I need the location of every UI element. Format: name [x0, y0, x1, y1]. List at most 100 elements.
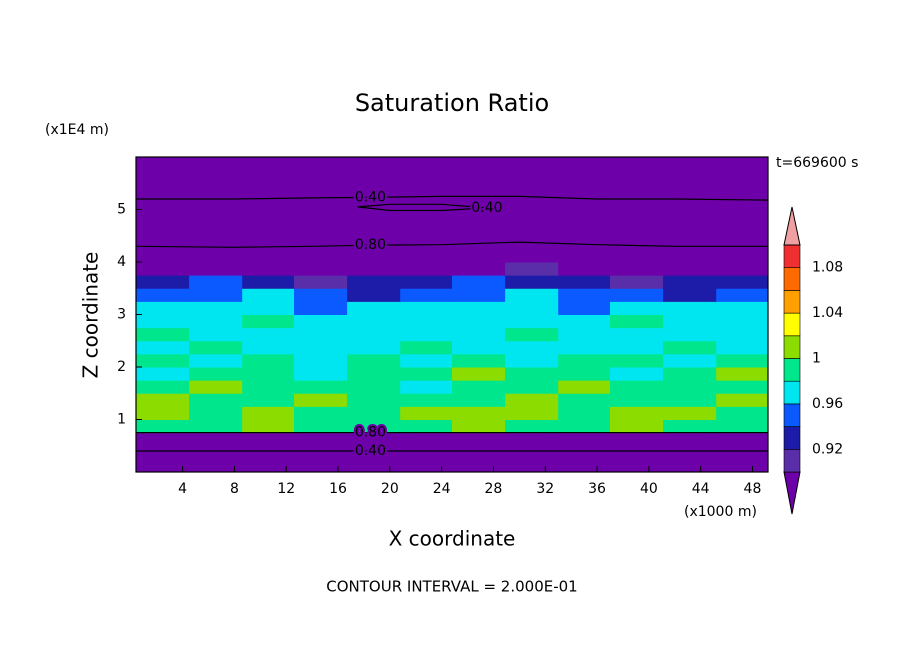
colorbar-label: 1.04	[812, 305, 843, 321]
field-cell	[294, 209, 348, 224]
field-cell	[505, 183, 559, 197]
contour-line	[357, 203, 488, 212]
field-cell	[347, 288, 401, 302]
field-cell	[716, 353, 769, 368]
field-cell	[136, 458, 190, 473]
x-unit: (x1000 m)	[684, 504, 757, 520]
field-cell	[452, 406, 506, 420]
field-cell	[663, 419, 717, 434]
colorbar-band	[783, 380, 801, 405]
colorbar-label: 0.92	[812, 441, 843, 457]
y-axis-title: Z coordinate	[79, 252, 103, 379]
field-cell	[400, 367, 453, 381]
field-cell	[716, 301, 769, 315]
field-cell	[400, 445, 453, 460]
field-cell	[452, 235, 506, 250]
colorbar-band	[783, 403, 801, 427]
field-cell	[558, 222, 611, 237]
field-cell	[716, 222, 769, 237]
field-cell	[610, 419, 664, 434]
field-cell	[505, 301, 559, 315]
field-cell	[505, 380, 559, 394]
field-cell	[663, 380, 717, 394]
field-cell	[189, 445, 243, 460]
field-cell	[189, 235, 243, 250]
field-cell	[347, 406, 401, 420]
colorbar-band	[783, 448, 801, 473]
field-cell	[505, 458, 559, 473]
field-cell	[452, 248, 506, 263]
field-cell	[452, 380, 506, 394]
field-cell	[610, 314, 664, 329]
field-cell	[716, 314, 769, 329]
field-cell	[400, 288, 453, 302]
field-cell	[189, 458, 243, 473]
field-cell	[716, 157, 769, 171]
colorbar-band	[783, 290, 801, 314]
field-cell	[610, 301, 664, 315]
field-cell	[558, 262, 611, 276]
field-cell	[242, 406, 295, 420]
field-cell	[452, 170, 506, 184]
field-cell	[136, 406, 190, 420]
field-cell	[452, 183, 506, 197]
field-cell	[452, 367, 506, 381]
field-cell	[347, 262, 401, 276]
field-cell	[558, 432, 611, 447]
field-cell	[400, 275, 453, 289]
field-cell	[716, 262, 769, 276]
field-cell	[558, 419, 611, 434]
field-cell	[716, 458, 769, 473]
field-cell	[716, 367, 769, 381]
field-cell	[452, 353, 506, 368]
field-cell	[189, 196, 243, 210]
field-cell	[189, 406, 243, 420]
field-cell	[505, 406, 559, 420]
field-cell	[610, 327, 664, 342]
field-cell	[663, 327, 717, 342]
field-cell	[136, 170, 190, 184]
field-cell	[242, 301, 295, 315]
field-cell	[400, 419, 453, 434]
field-cell	[610, 209, 664, 224]
field-cell	[400, 327, 453, 342]
colorbar-band	[783, 267, 801, 291]
field-cell	[294, 222, 348, 237]
x-tick-label: 32	[536, 481, 554, 497]
field-cell	[242, 419, 295, 434]
colorbar-band	[783, 244, 801, 269]
field-cell	[505, 314, 559, 329]
field-cell	[610, 183, 664, 197]
field-cell	[610, 170, 664, 184]
x-tick-label: 16	[329, 481, 347, 497]
field-cell	[294, 275, 348, 289]
field-cell	[610, 445, 664, 460]
colorbar-band	[783, 335, 801, 359]
field-cell	[716, 340, 769, 355]
field-cell	[558, 209, 611, 224]
field-cell	[558, 458, 611, 473]
field-cell	[610, 262, 664, 276]
field-cell	[347, 170, 401, 184]
field-cell	[242, 314, 295, 329]
field-cell	[136, 301, 190, 315]
field-cell	[136, 288, 190, 302]
field-cell	[663, 445, 717, 460]
field-cell	[242, 288, 295, 302]
x-tick-label: 12	[277, 481, 295, 497]
field-cell	[189, 340, 243, 355]
field-cell	[189, 314, 243, 329]
field-cell	[242, 445, 295, 460]
field-cell	[663, 458, 717, 473]
field-cell	[294, 393, 348, 407]
field-cell	[136, 209, 190, 224]
field-cell	[610, 288, 664, 302]
x-tick-label: 40	[640, 481, 658, 497]
field-cell	[347, 458, 401, 473]
field-cell	[347, 353, 401, 368]
field-cell	[400, 301, 453, 315]
field-cell	[347, 222, 401, 237]
field-cell	[242, 327, 295, 342]
field-cell	[189, 393, 243, 407]
field-cell	[505, 367, 559, 381]
